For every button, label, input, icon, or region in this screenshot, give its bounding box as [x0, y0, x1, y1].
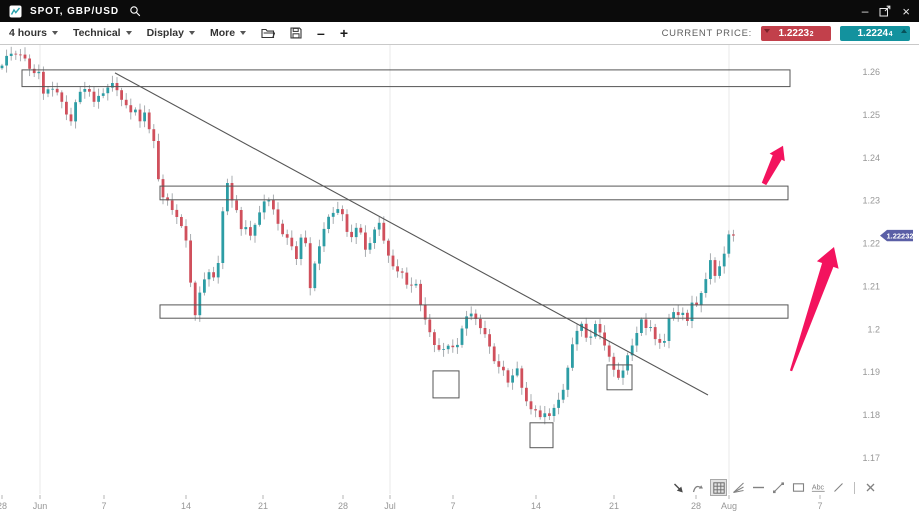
svg-text:28: 28 — [338, 501, 348, 511]
low-marker-1[interactable] — [432, 370, 460, 399]
ask-pip: 4 — [888, 31, 893, 38]
bid-pip: 2 — [809, 31, 814, 38]
diagonal-line-tool[interactable] — [831, 480, 846, 495]
svg-text:28: 28 — [691, 501, 701, 511]
svg-text:Jun: Jun — [33, 501, 48, 511]
support-zone[interactable] — [159, 304, 789, 319]
rally-arrow-large[interactable] — [789, 247, 839, 372]
grid-tool[interactable] — [710, 479, 727, 496]
search-icon[interactable] — [129, 5, 141, 17]
svg-text:Aug: Aug — [721, 501, 737, 511]
svg-text:14: 14 — [181, 501, 191, 511]
low-marker-3[interactable] — [606, 364, 633, 391]
popout-button[interactable] — [879, 5, 891, 17]
chevron-down-icon — [125, 31, 132, 35]
drawing-toolbar: Abc — [671, 479, 878, 496]
svg-text:28: 28 — [0, 501, 7, 511]
bid-price-value: 1.2223 — [778, 27, 810, 39]
price-up-icon — [901, 28, 907, 33]
svg-text:7: 7 — [101, 501, 106, 511]
svg-text:1.17: 1.17 — [862, 453, 880, 463]
candles — [0, 46, 735, 425]
price-chart[interactable]: 28 Jun 7 14 21 28 Jul 7 14 21 28 Aug 7 1.26 1.25 1.24 1.… — [0, 45, 919, 517]
minimize-button[interactable]: – — [861, 4, 869, 18]
low-marker-2[interactable] — [529, 422, 554, 449]
chart-area: 28 Jun 7 14 21 28 Jul 7 14 21 28 Aug 7 1.26 1.25 1.24 1.… — [0, 45, 919, 517]
timeframe-label: 4 hours — [9, 27, 47, 39]
chevron-down-icon — [240, 31, 247, 35]
technical-label: Technical — [72, 27, 121, 39]
fan-lines-tool[interactable] — [731, 480, 746, 495]
svg-text:1.2: 1.2 — [867, 324, 880, 334]
toolbar-divider — [854, 481, 855, 494]
resistance-zone-middle[interactable] — [159, 185, 789, 201]
descending-trendline[interactable] — [114, 72, 709, 396]
trendline-tool[interactable] — [771, 480, 786, 495]
current-price-label: CURRENT PRICE: — [661, 27, 752, 39]
more-dropdown[interactable]: More — [209, 27, 247, 39]
chart-logo-icon — [9, 5, 22, 17]
display-dropdown[interactable]: Display — [147, 27, 195, 39]
price-down-icon — [764, 28, 770, 33]
resistance-zone-upper[interactable] — [21, 69, 791, 88]
svg-text:1.19: 1.19 — [862, 367, 880, 377]
display-label: Display — [146, 27, 184, 39]
horizontal-line-tool[interactable] — [751, 480, 766, 495]
close-button[interactable]: × — [902, 3, 910, 19]
ask-price-value: 1.2224 — [857, 27, 889, 39]
rectangle-tool[interactable] — [791, 480, 806, 495]
svg-text:Jul: Jul — [384, 501, 396, 511]
connector-arrow-tool[interactable] — [691, 480, 706, 495]
svg-text:1.22: 1.22 — [862, 239, 880, 249]
current-price-group: CURRENT PRICE: 1.2223 2 1.2224 4 — [661, 25, 910, 41]
window-title: SPOT, GBP/USD — [30, 5, 119, 17]
svg-text:1.25: 1.25 — [862, 110, 880, 120]
svg-text:1.21: 1.21 — [862, 281, 880, 291]
svg-text:21: 21 — [258, 501, 268, 511]
svg-text:1.22232: 1.22232 — [886, 231, 913, 240]
chevron-down-icon — [188, 31, 195, 35]
bid-price-badge: 1.2223 2 — [761, 25, 831, 41]
window-controls: – × — [862, 5, 910, 18]
title-bar: SPOT, GBP/USD – × — [0, 0, 919, 22]
timeframe-dropdown[interactable]: 4 hours — [9, 27, 58, 39]
svg-text:21: 21 — [609, 501, 619, 511]
save-icon[interactable] — [290, 27, 302, 39]
svg-text:1.18: 1.18 — [862, 410, 880, 420]
axes: 28 Jun 7 14 21 28 Jul 7 14 21 28 Aug 7 1.26 1.25 1.24 1.… — [0, 45, 880, 511]
open-folder-icon[interactable] — [261, 27, 276, 39]
zoom-out-button[interactable]: – — [317, 25, 325, 41]
svg-text:1.24: 1.24 — [862, 153, 880, 163]
chevron-down-icon — [51, 31, 58, 35]
technical-dropdown[interactable]: Technical — [73, 27, 132, 39]
svg-text:7: 7 — [450, 501, 455, 511]
svg-text:1.26: 1.26 — [862, 67, 880, 77]
pointer-tool[interactable] — [671, 480, 686, 495]
current-price-axis-badge: 1.22232 — [880, 229, 914, 242]
breakout-arrow-small[interactable] — [761, 145, 785, 186]
zoom-in-button[interactable]: + — [339, 25, 349, 41]
close-toolbar-button[interactable] — [863, 480, 878, 495]
svg-text:14: 14 — [531, 501, 541, 511]
svg-text:Abc: Abc — [812, 485, 825, 492]
chart-toolbar: 4 hours Technical Display More — [0, 22, 919, 45]
text-tool[interactable]: Abc — [811, 480, 826, 495]
ask-price-badge: 1.2224 4 — [840, 25, 910, 41]
more-label: More — [209, 27, 236, 39]
svg-text:7: 7 — [817, 501, 822, 511]
svg-text:1.23: 1.23 — [862, 196, 880, 206]
